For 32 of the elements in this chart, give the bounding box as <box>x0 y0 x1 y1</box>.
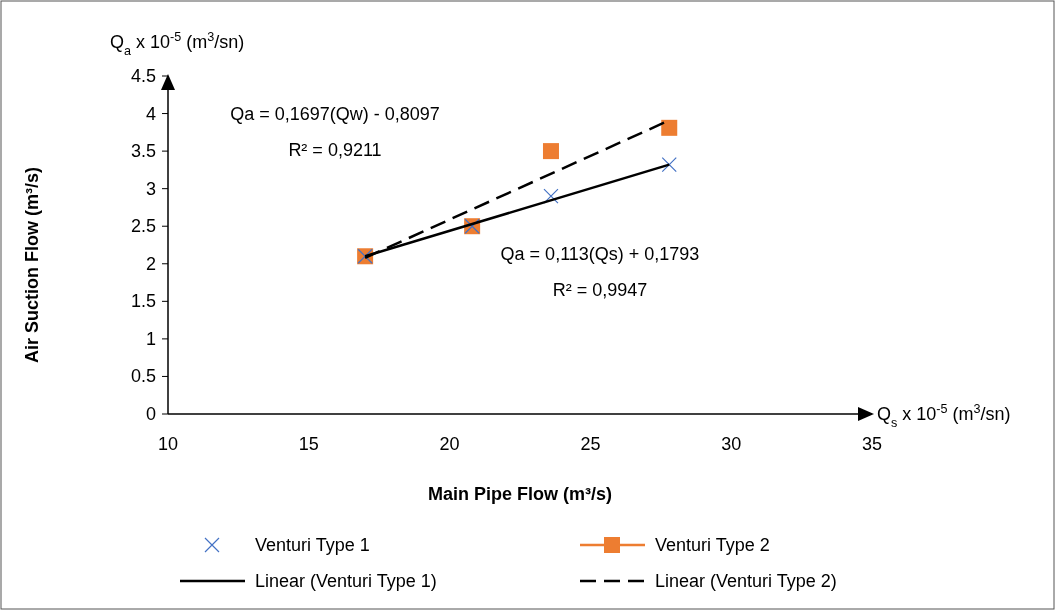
y-tick-label: 2 <box>145 253 156 274</box>
y-tick-label: 1 <box>145 328 156 349</box>
y-tick-label: 4.5 <box>130 66 156 86</box>
annotation: R² = 0,9947 <box>552 280 648 300</box>
y-tick-label: 0.5 <box>130 366 156 387</box>
x-tick-label: 10 <box>157 434 179 454</box>
point <box>661 157 677 173</box>
text: Q$_{s}$ x 10$^{-5}$ (m$^{3}$/sn) <box>877 402 1011 430</box>
x-tick-label: 35 <box>861 434 883 454</box>
text: Q$_{a}$ x 10$^{-5}$ (m$^{3}$/sn) <box>110 30 245 58</box>
x-tick-label: 20 <box>439 434 460 454</box>
x-tick-label: 25 <box>580 434 601 454</box>
y-tick-label: 1.5 <box>130 291 156 312</box>
legend-label: Linear (Venturi Type 1) <box>255 571 437 591</box>
y-tick-label: 4 <box>145 103 156 124</box>
point <box>542 143 559 160</box>
point <box>661 119 678 136</box>
legend-label: Linear (Venturi Type 2) <box>655 571 837 591</box>
y-tick-label: 2.5 <box>130 216 156 237</box>
y-tick-label: 3 <box>145 178 156 199</box>
y-tick-label: 3.5 <box>130 141 156 162</box>
annotation: Qa = 0,1697(Qw) - 0,8097 <box>230 104 440 124</box>
point <box>543 188 559 204</box>
annotation: R² = 0,9211 <box>288 140 382 160</box>
y-tick-label: 0 <box>145 404 156 424</box>
annotation: Qa = 0,113(Qs) + 0,1793 <box>500 244 700 264</box>
x-axis-title: Main Pipe Flow (m³/s) <box>427 484 613 504</box>
x-tick-label: 30 <box>721 434 742 454</box>
legend-label: Venturi Type 2 <box>655 535 770 555</box>
legend-label: Venturi Type 1 <box>255 535 370 555</box>
x-tick-label: 15 <box>298 434 319 454</box>
y-axis-title: Air Suction Flow (m³/s) <box>22 167 42 363</box>
